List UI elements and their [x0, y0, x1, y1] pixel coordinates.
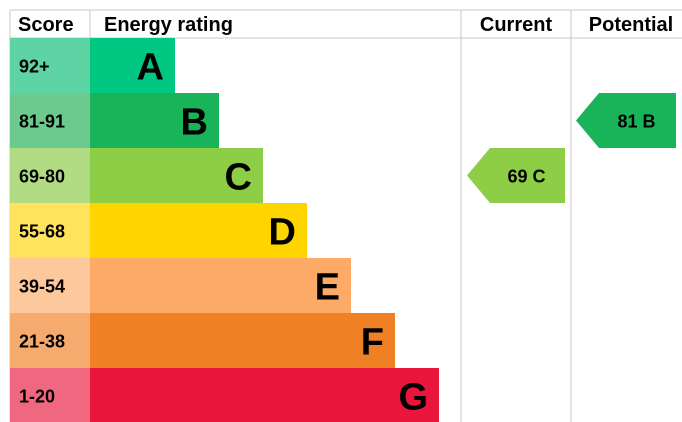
- header-potential: Potential: [589, 14, 673, 36]
- header-energy-rating: Energy rating: [104, 14, 233, 36]
- band-c: 69-80 C: [10, 148, 263, 203]
- current-rating-label: 69 C: [507, 167, 545, 187]
- band-e: 39-54 E: [10, 258, 351, 313]
- score-cell: [10, 93, 90, 148]
- score-label: 81-91: [19, 112, 65, 132]
- header-score: Score: [18, 14, 74, 36]
- score-label: 55-68: [19, 222, 65, 242]
- band-b: 81-91 B: [10, 93, 219, 148]
- band-letter: E: [315, 267, 340, 309]
- current-rating: 69 C: [467, 148, 565, 203]
- current-rating-arrow: [467, 148, 565, 203]
- band-f: 21-38 F: [10, 313, 395, 368]
- score-cell: [10, 313, 90, 368]
- score-label: 39-54: [19, 277, 65, 297]
- band-bar: [90, 38, 175, 93]
- score-cell: [10, 368, 90, 422]
- score-cell: [10, 148, 90, 203]
- band-bar: [90, 203, 307, 258]
- header-current: Current: [480, 14, 553, 36]
- band-bar: [90, 148, 263, 203]
- score-label: 1-20: [19, 387, 55, 407]
- band-bar: [90, 368, 439, 422]
- band-letter: F: [361, 322, 384, 364]
- score-label: 21-38: [19, 332, 65, 352]
- band-g: 1-20 G: [10, 368, 439, 422]
- band-letter: B: [181, 102, 208, 144]
- potential-rating-arrow: [576, 93, 676, 148]
- band-a: 92+ A: [10, 38, 175, 93]
- score-cell: [10, 258, 90, 313]
- rating-bands: 92+ A 81-91 B 69-80 C 55-68 D 39-54 E 21-38 F 1-20 G: [10, 38, 439, 422]
- band-letter: A: [137, 47, 164, 89]
- band-letter: G: [398, 377, 428, 419]
- band-d: 55-68 D: [10, 203, 307, 258]
- band-bar: [90, 313, 395, 368]
- score-cell: [10, 38, 90, 93]
- score-cell: [10, 203, 90, 258]
- band-bar: [90, 258, 351, 313]
- score-label: 92+: [19, 57, 50, 77]
- band-bar: [90, 93, 219, 148]
- score-label: 69-80: [19, 167, 65, 187]
- band-letter: D: [269, 212, 296, 254]
- band-letter: C: [225, 157, 252, 199]
- potential-rating: 81 B: [576, 93, 676, 148]
- rating-indicators: 69 C 81 B: [467, 93, 676, 203]
- potential-rating-label: 81 B: [617, 112, 655, 132]
